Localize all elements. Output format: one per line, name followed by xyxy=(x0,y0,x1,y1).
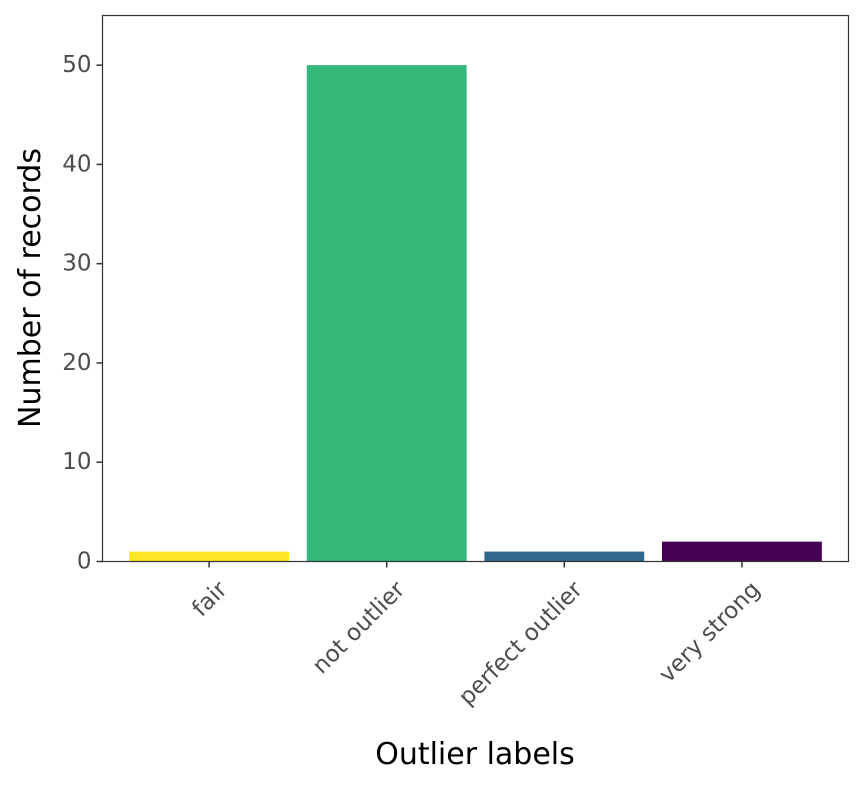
y-tick-label: 10 xyxy=(62,449,91,475)
x-tick-label: not outlier xyxy=(308,576,411,679)
y-axis-title: Number of records xyxy=(13,148,48,428)
y-tick-label: 0 xyxy=(77,549,92,575)
x-tick-label: perfect outlier xyxy=(454,576,588,710)
y-tick-label: 30 xyxy=(62,251,91,277)
x-axis-title: Outlier labels xyxy=(375,737,575,772)
x-tick-label: very strong xyxy=(654,577,765,688)
y-tick-label: 50 xyxy=(62,52,91,78)
bar-fair xyxy=(129,551,289,562)
plot-panel-border xyxy=(101,14,850,563)
y-axis: 0 10 20 30 40 50 xyxy=(62,52,103,575)
bar-not-outlier xyxy=(306,65,467,562)
bars xyxy=(129,65,822,562)
x-axis: fair not outlier perfect outlier very stron… xyxy=(187,561,765,711)
y-tick-label: 40 xyxy=(62,151,91,177)
y-tick-label: 20 xyxy=(62,350,91,376)
x-tick-label: fair xyxy=(187,576,233,622)
bar-perfect-outlier xyxy=(484,551,645,562)
bar-very-strong xyxy=(662,541,822,562)
